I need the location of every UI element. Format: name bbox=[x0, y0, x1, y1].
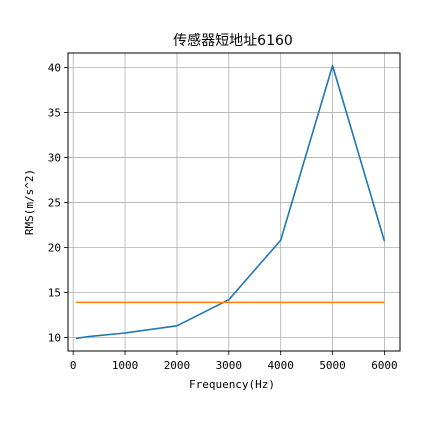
grid bbox=[68, 53, 400, 351]
x-tick-label: 5000 bbox=[319, 359, 346, 372]
series-group bbox=[75, 64, 386, 340]
x-tick-label: 2000 bbox=[164, 359, 191, 372]
y-tick-label: 35 bbox=[48, 106, 61, 119]
y-axis-label: RMS(m/s^2) bbox=[23, 169, 36, 235]
x-axis-label: Frequency(Hz) bbox=[189, 378, 275, 391]
series-line-1 bbox=[75, 64, 386, 340]
chart-title: 传感器短地址6160 bbox=[173, 32, 293, 49]
y-tick-label: 10 bbox=[48, 331, 61, 344]
y-tick-label: 15 bbox=[48, 286, 61, 299]
y-tick-label: 20 bbox=[48, 241, 61, 254]
y-tick-label: 25 bbox=[48, 196, 61, 209]
x-tick-label: 3000 bbox=[216, 359, 243, 372]
x-axis: 0 1000 2000 3000 4000 5000 6000 bbox=[70, 351, 398, 372]
x-tick-label: 1000 bbox=[112, 359, 139, 372]
x-tick-label: 6000 bbox=[371, 359, 398, 372]
x-tick-label: 0 bbox=[70, 359, 77, 372]
y-tick-label: 30 bbox=[48, 151, 61, 164]
y-tick-label: 40 bbox=[48, 61, 61, 74]
plot-frame bbox=[67, 52, 401, 352]
y-axis: 10 15 20 25 30 35 40 bbox=[48, 61, 68, 344]
x-tick-label: 4000 bbox=[267, 359, 294, 372]
